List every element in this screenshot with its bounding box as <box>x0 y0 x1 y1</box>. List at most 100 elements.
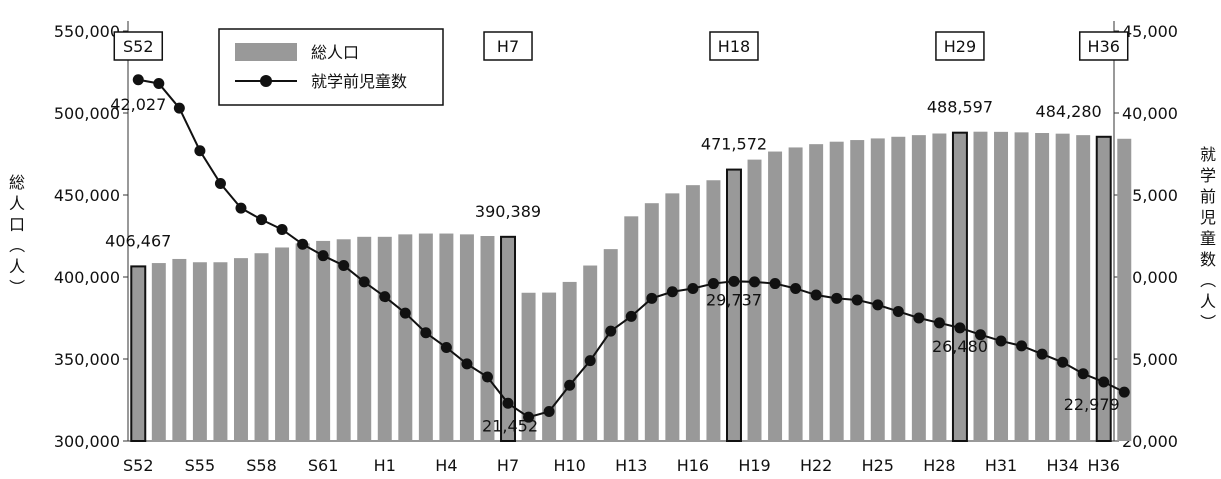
bar-highlighted <box>130 265 147 443</box>
era-label: S52 <box>123 37 154 56</box>
line-data-label: 26,480 <box>932 337 988 356</box>
x-tick-label: H7 <box>497 456 519 475</box>
line-point <box>297 238 309 250</box>
line-point <box>481 371 493 383</box>
bar <box>1035 133 1050 441</box>
legend-line-label: 就学前児童数 <box>311 72 407 91</box>
line-point <box>461 358 473 370</box>
line-point <box>1036 348 1048 360</box>
bar <box>254 253 269 441</box>
bar-data-label: 471,572 <box>701 135 767 154</box>
bar-highlighted <box>725 168 742 443</box>
bar <box>213 262 228 441</box>
legend-box <box>218 28 444 106</box>
line-point <box>892 305 904 317</box>
line-point <box>1077 368 1089 380</box>
bar <box>829 141 844 441</box>
x-tick-label: H19 <box>738 456 770 475</box>
bar <box>624 216 639 441</box>
x-tick-label: H10 <box>553 456 585 475</box>
bar <box>1117 138 1132 441</box>
left-tick-label: 400,000 <box>54 268 120 287</box>
era-box <box>483 31 533 61</box>
era-label: H7 <box>497 37 519 56</box>
era-box <box>113 31 164 61</box>
x-tick-label: S58 <box>246 456 277 475</box>
x-tick-label: H34 <box>1046 456 1078 475</box>
left-tick-label: 350,000 <box>54 350 120 369</box>
bar <box>336 239 351 441</box>
line-point <box>338 260 350 272</box>
line-point <box>851 294 863 306</box>
bar <box>1014 132 1029 442</box>
bar <box>891 136 906 441</box>
line-point <box>584 355 596 367</box>
svg-text:口: 口 <box>9 215 25 234</box>
bar <box>295 243 310 441</box>
x-tick-label: H36 <box>1088 456 1120 475</box>
bar <box>398 234 413 441</box>
line-point <box>132 74 144 86</box>
bar <box>172 258 187 441</box>
svg-text:前: 前 <box>1200 187 1216 206</box>
bar <box>275 247 290 441</box>
svg-text:（: （ <box>1198 272 1217 288</box>
svg-text:人: 人 <box>9 257 25 276</box>
right-tick-label: 30,000 <box>1122 268 1178 287</box>
svg-text:数: 数 <box>1200 250 1216 269</box>
bar <box>644 203 659 441</box>
line-point <box>933 317 945 329</box>
right-tick-label: 25,000 <box>1122 350 1178 369</box>
bar <box>316 240 331 441</box>
svg-text:）: ） <box>1198 314 1217 330</box>
line-point <box>543 405 555 417</box>
line-data-label: 21,452 <box>482 416 538 435</box>
bar <box>706 180 721 442</box>
line-point <box>707 278 719 290</box>
line-point <box>440 342 452 354</box>
x-tick-label: S52 <box>123 456 154 475</box>
bar <box>542 292 557 441</box>
bar <box>583 265 598 441</box>
bar <box>151 263 166 441</box>
line-point <box>153 77 165 89</box>
bar <box>973 131 988 441</box>
right-tick-label: 40,000 <box>1122 104 1178 123</box>
line-point <box>687 282 699 294</box>
svg-text:就: 就 <box>1200 145 1216 164</box>
svg-text:）: ） <box>7 279 26 295</box>
left-axis-title: 総人口（人） <box>7 173 26 295</box>
svg-text:（: （ <box>7 237 26 253</box>
line-data-label: 29,737 <box>706 290 762 309</box>
x-tick-label: H16 <box>677 456 709 475</box>
bar <box>850 140 865 441</box>
bar <box>994 131 1009 442</box>
x-tick-label: S55 <box>185 456 216 475</box>
bar-data-label: 488,597 <box>927 98 993 117</box>
bar <box>1076 135 1091 441</box>
svg-text:学: 学 <box>1200 166 1216 185</box>
line-point <box>214 178 226 190</box>
bar <box>377 236 392 441</box>
line-point <box>728 275 740 287</box>
bar <box>192 262 207 441</box>
line-point <box>379 291 391 303</box>
svg-text:児: 児 <box>1200 208 1216 227</box>
bar-highlighted <box>951 131 968 442</box>
line-point <box>523 411 535 423</box>
bar <box>665 193 680 441</box>
line-point <box>605 325 617 337</box>
x-tick-label: H22 <box>800 456 832 475</box>
bar <box>768 151 783 442</box>
bar-series <box>130 131 1132 443</box>
right-tick-label: 20,000 <box>1122 432 1178 451</box>
left-tick-label: 300,000 <box>54 432 120 451</box>
line-point <box>1118 386 1130 398</box>
era-box <box>935 31 985 61</box>
era-label: H18 <box>718 37 750 56</box>
line-point <box>276 223 288 235</box>
right-tick-label: 45,000 <box>1122 22 1178 41</box>
line-point <box>749 276 761 288</box>
x-tick-label: H1 <box>374 456 396 475</box>
